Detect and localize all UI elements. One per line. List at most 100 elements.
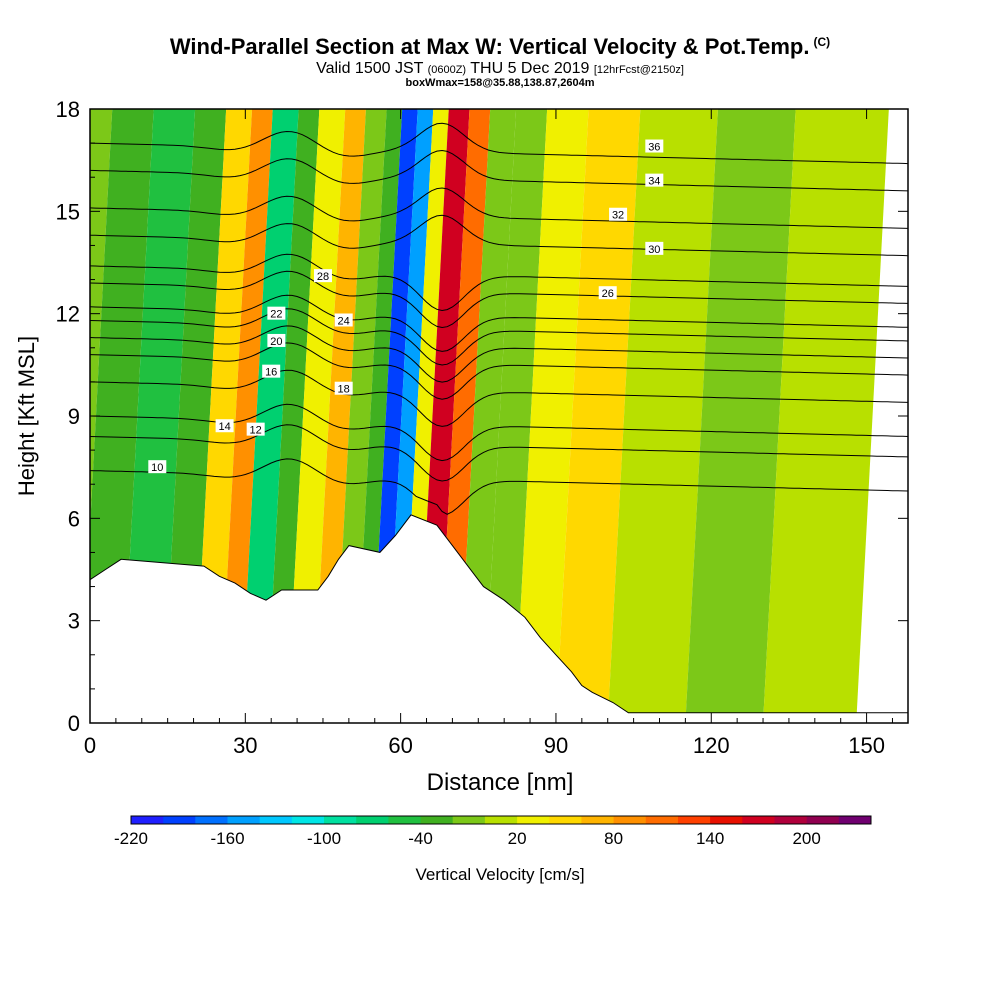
theta-contour: [90, 424, 908, 482]
chart-title: Wind-Parallel Section at Max W: Vertical…: [169, 34, 831, 59]
theta-contour-label: 12: [250, 425, 262, 437]
theta-contour: [90, 253, 908, 312]
x-tick-label: 150: [848, 733, 885, 758]
theta-contour: [90, 187, 908, 229]
x-axis-label: Distance [nm]: [427, 769, 574, 796]
colorbar-swatch: [613, 816, 647, 824]
x-tick-label: 60: [388, 733, 412, 758]
theta-label-box: [267, 306, 286, 320]
colorbar-swatch: [163, 816, 196, 824]
colorbar-swatch: [774, 816, 808, 824]
colorbar-label: Vertical Velocity [cm/s]: [415, 865, 584, 884]
copyright-mark: (C): [813, 34, 831, 49]
colorbar-tick-label: -160: [211, 829, 245, 848]
colorbar-tick-label: -100: [307, 829, 341, 848]
colorbar-tick-label: -40: [408, 829, 433, 848]
colorbar-swatch: [420, 816, 454, 824]
theta-contour-label: 16: [265, 367, 277, 379]
colorbar-tick-label: 80: [604, 829, 623, 848]
chart-subtitle-box: boxWmax=158@35.88,138.87,2604m: [405, 77, 595, 89]
theta-contour-label: 24: [338, 315, 350, 327]
theta-label-box: [246, 422, 265, 436]
velocity-band: [685, 109, 796, 723]
theta-contour: [90, 325, 908, 383]
theta-contour-label: 22: [270, 309, 282, 321]
theta-contour: [90, 294, 908, 352]
y-tick-label: 6: [68, 506, 80, 531]
theta-contour-label: 20: [270, 336, 282, 348]
theta-label-box: [645, 139, 664, 153]
theta-label-box: [334, 313, 353, 327]
colorbar-swatch: [324, 816, 357, 824]
colorbar-swatch: [388, 816, 422, 824]
y-tick-label: 9: [68, 404, 80, 429]
theta-contour-label: 10: [151, 462, 163, 474]
y-tick-label: 15: [56, 199, 80, 224]
theta-label-box: [334, 381, 353, 395]
theta-contour-label: 32: [612, 210, 624, 222]
theta-contour-label: 26: [602, 288, 614, 300]
x-tick-label: 120: [693, 733, 730, 758]
velocity-band: [266, 109, 320, 723]
colorbar-swatch: [227, 816, 261, 824]
velocity-band: [555, 109, 641, 723]
colorbar-swatch: [259, 816, 293, 824]
velocity-band: [219, 109, 273, 723]
chart-subtitle-valid: Valid 1500 JST (0600Z) THU 5 Dec 2019 [1…: [316, 60, 684, 77]
theta-contour-label: 14: [218, 421, 230, 433]
terrain-surface: [90, 514, 908, 723]
theta-contour-label: 18: [338, 384, 350, 396]
theta-contour: [90, 308, 908, 366]
colorbar-swatch: [356, 816, 389, 824]
x-tick-label: 90: [544, 733, 568, 758]
colorbar-swatch: [452, 816, 486, 824]
colorbar-tick-label: 140: [696, 829, 724, 848]
theta-label-box: [215, 419, 234, 433]
theta-label-box: [267, 333, 286, 347]
colorbar-swatch: [195, 816, 228, 824]
theta-contour-labels: 10 12 14 16 18 20 22 24 26 28 30 32 34 36: [148, 139, 664, 474]
colorbar-swatch: [517, 816, 550, 824]
colorbar-swatch: [645, 816, 679, 824]
theta-label-box: [609, 207, 628, 221]
theta-contour: [90, 458, 908, 515]
theta-label-box: [148, 460, 167, 474]
colorbar: -220 -160 -100 -40 20 80 140 200: [114, 815, 872, 848]
colorbar-swatch: [838, 816, 872, 824]
colorbar-tick-label: 20: [508, 829, 527, 848]
theta-contours: [90, 122, 908, 515]
velocity-band: [483, 109, 548, 723]
terrain-mask: [90, 514, 908, 723]
y-tick-label: 18: [56, 97, 80, 122]
colorbar-swatch: [678, 816, 711, 824]
colorbar-swatch: [710, 816, 743, 824]
theta-label-box: [262, 364, 281, 378]
theta-contour: [90, 369, 908, 427]
velocity-band: [607, 109, 718, 723]
velocity-band: [240, 109, 299, 723]
theta-label-box: [645, 241, 664, 255]
theta-contour-label: 30: [648, 244, 660, 256]
theta-label-box: [598, 286, 617, 300]
y-axis-label: Height [Kft MSL]: [14, 336, 39, 496]
y-tick-label: 3: [68, 609, 80, 634]
theta-contour-label: 28: [317, 271, 329, 283]
theta-label-box: [645, 173, 664, 187]
theta-contour: [90, 149, 908, 192]
colorbar-frame: [130, 815, 872, 825]
velocity-band: [514, 109, 589, 723]
y-tick-label: 0: [68, 711, 80, 736]
colorbar-swatch: [742, 816, 775, 824]
velocity-band: [763, 109, 889, 723]
x-tick-label: 30: [233, 733, 257, 758]
colorbar-swatch: [581, 816, 615, 824]
velocity-band: [312, 109, 366, 723]
colorbar-swatch: [291, 816, 325, 824]
colorbar-swatch: [806, 816, 840, 824]
theta-contour: [90, 122, 908, 165]
colorbar-tick-label: 200: [792, 829, 820, 848]
x-tick-label: 0: [84, 733, 96, 758]
colorbar-tick-label: -220: [114, 829, 148, 848]
theta-contour-label: 34: [648, 176, 660, 188]
